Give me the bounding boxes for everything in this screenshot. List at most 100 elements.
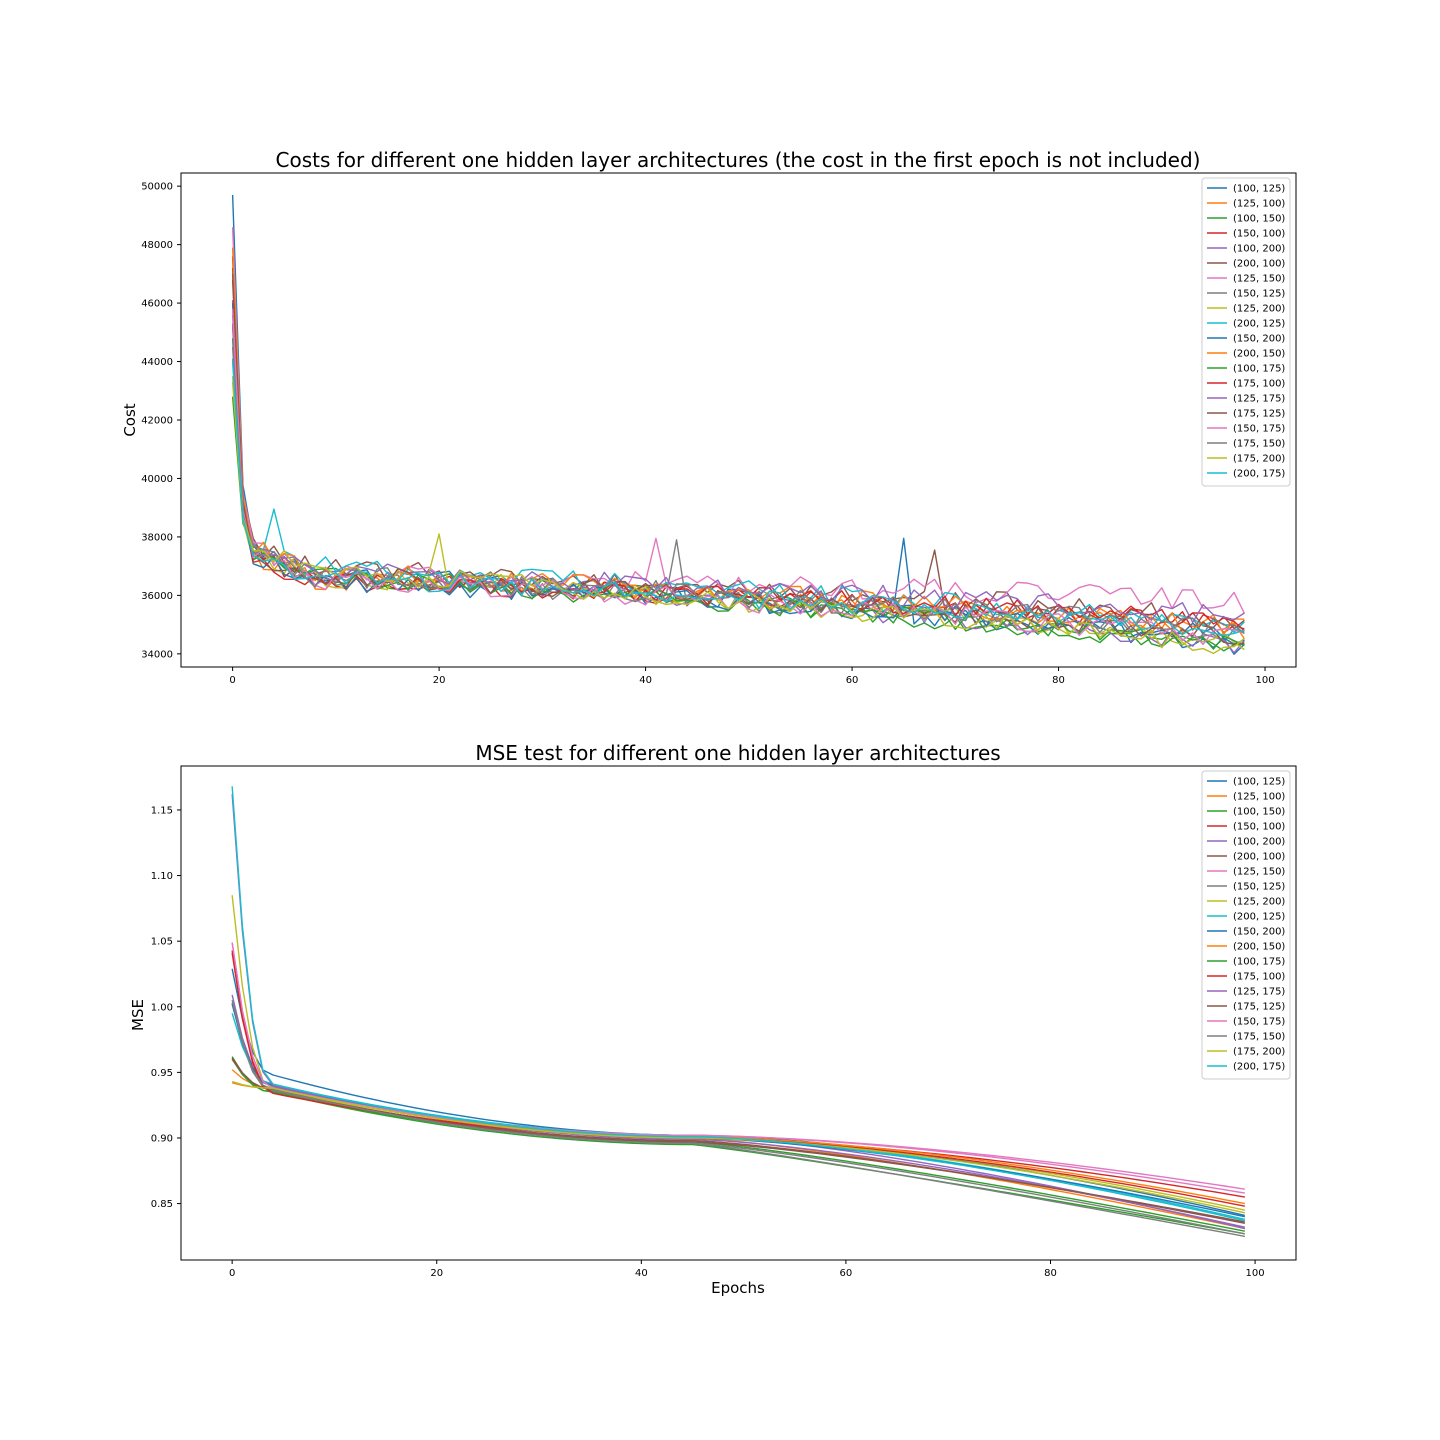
legend-label: (175, 125) — [1233, 409, 1285, 420]
x-tick-label: 100 — [1255, 675, 1274, 686]
legend-label: (125, 200) — [1233, 304, 1285, 315]
legend-label: (175, 150) — [1233, 439, 1285, 450]
legend-label: (150, 125) — [1233, 289, 1285, 300]
legend-item: (100, 200) — [1207, 244, 1285, 255]
legend-label: (100, 125) — [1233, 777, 1285, 788]
cost-chart-title: Costs for different one hidden layer arc… — [276, 148, 1201, 172]
series-line-200-150 — [231, 247, 1245, 635]
cost-chart-legend: (100, 125) (125, 100) (100, 150) (150, 100)… — [1201, 177, 1291, 487]
legend-item: (175, 150) — [1207, 439, 1285, 450]
y-tick-label: 36000 — [141, 591, 173, 602]
y-tick-label: 1.00 — [151, 1002, 173, 1013]
legend-item: (200, 175) — [1207, 1062, 1285, 1073]
legend-item: (100, 175) — [1207, 364, 1285, 375]
legend-item: (100, 125) — [1207, 777, 1285, 788]
legend-item: (100, 200) — [1207, 837, 1285, 848]
legend-label: (200, 100) — [1233, 852, 1285, 863]
series-lines — [231, 786, 1246, 1238]
legend-label: (200, 150) — [1233, 349, 1285, 360]
y-tick-label: 1.15 — [151, 805, 173, 816]
x-tick-label: 80 — [1044, 1268, 1057, 1279]
series-line-200-175 — [231, 786, 1246, 1222]
legend-label: (125, 150) — [1233, 867, 1285, 878]
legend-item: (150, 200) — [1207, 334, 1285, 345]
mse-chart-plot-area — [180, 765, 1297, 1261]
y-tick-label: 0.85 — [151, 1199, 173, 1210]
cost-chart-ylabel: Cost — [121, 403, 139, 436]
legend-label: (175, 200) — [1233, 1047, 1285, 1058]
x-tick-label: 100 — [1246, 1268, 1265, 1279]
legend-label: (150, 200) — [1233, 334, 1285, 345]
legend-label: (175, 125) — [1233, 1002, 1285, 1013]
legend-label: (150, 175) — [1233, 424, 1285, 435]
y-tick-label: 1.05 — [151, 937, 173, 948]
mse-chart-ylabel: MSE — [129, 999, 147, 1031]
legend-label: (200, 175) — [1233, 1062, 1285, 1073]
legend-item: (175, 200) — [1207, 454, 1285, 465]
y-tick-label: 0.90 — [151, 1133, 173, 1144]
legend-label: (125, 175) — [1233, 987, 1285, 998]
x-tick-label: 0 — [229, 1268, 235, 1279]
legend-item: (200, 175) — [1207, 469, 1285, 480]
legend-item: (175, 100) — [1207, 972, 1285, 983]
legend-item: (200, 125) — [1207, 319, 1285, 330]
x-tick-label: 40 — [635, 1268, 648, 1279]
series-line-100-150 — [231, 1058, 1245, 1235]
legend-item: (150, 100) — [1207, 822, 1285, 833]
legend-box — [1201, 177, 1291, 487]
mse-chart-x-ticks: 0 20 40 60 80 100 — [229, 1260, 1265, 1279]
series-line-150-175 — [231, 942, 1245, 1194]
mse-chart-xlabel: Epochs — [711, 1279, 765, 1297]
mse-chart-y-ticks: 0.85 0.90 0.95 1.00 1.05 1.10 1.15 — [151, 805, 181, 1210]
legend-item: (125, 100) — [1207, 199, 1285, 210]
legend-label: (100, 175) — [1233, 957, 1285, 968]
legend-label: (150, 100) — [1233, 229, 1285, 240]
legend-item: (150, 125) — [1207, 882, 1285, 893]
legend-label: (100, 175) — [1233, 364, 1285, 375]
legend-label: (125, 175) — [1233, 394, 1285, 405]
legend-item: (100, 150) — [1207, 807, 1285, 818]
legend-label: (200, 125) — [1233, 912, 1285, 923]
legend-item: (200, 100) — [1207, 852, 1285, 863]
legend-item: (125, 175) — [1207, 987, 1285, 998]
legend-label: (150, 200) — [1233, 927, 1285, 938]
legend-label: (150, 175) — [1233, 1017, 1285, 1028]
legend-item: (100, 150) — [1207, 214, 1285, 225]
legend-label: (125, 150) — [1233, 274, 1285, 285]
y-tick-label: 38000 — [141, 532, 173, 543]
y-tick-label: 44000 — [141, 357, 173, 368]
legend-item: (150, 200) — [1207, 927, 1285, 938]
legend-label: (175, 100) — [1233, 972, 1285, 983]
legend-label: (175, 100) — [1233, 379, 1285, 390]
legend-label: (175, 150) — [1233, 1032, 1285, 1043]
legend-item: (150, 100) — [1207, 229, 1285, 240]
cost-chart-y-ticks: 34000 36000 38000 40000 42000 44000 46000 48000… — [141, 182, 181, 660]
legend-label: (100, 150) — [1233, 214, 1285, 225]
legend-label: (100, 150) — [1233, 807, 1285, 818]
y-tick-label: 50000 — [141, 182, 173, 193]
x-tick-label: 60 — [840, 1268, 853, 1279]
series-line-150-175 — [231, 308, 1245, 646]
legend-item: (125, 200) — [1207, 897, 1285, 908]
legend-item: (125, 150) — [1207, 867, 1285, 878]
series-lines — [231, 194, 1246, 655]
legend-box — [1201, 770, 1291, 1080]
legend-label: (150, 100) — [1233, 822, 1285, 833]
legend-item: (200, 125) — [1207, 912, 1285, 923]
legend-item: (175, 200) — [1207, 1047, 1285, 1058]
legend-item: (125, 150) — [1207, 274, 1285, 285]
x-tick-label: 0 — [229, 675, 235, 686]
legend-label: (100, 200) — [1233, 244, 1285, 255]
legend-item: (175, 125) — [1207, 409, 1285, 420]
mse-chart: MSE test for different one hidden layer … — [129, 741, 1297, 1297]
legend-item: (150, 125) — [1207, 289, 1285, 300]
legend-label: (200, 100) — [1233, 259, 1285, 270]
x-tick-label: 40 — [639, 675, 652, 686]
y-tick-label: 34000 — [141, 649, 173, 660]
legend-label: (125, 100) — [1233, 792, 1285, 803]
series-line-200-125 — [231, 358, 1245, 633]
y-tick-label: 48000 — [141, 240, 173, 251]
legend-label: (200, 175) — [1233, 469, 1285, 480]
legend-label: (200, 150) — [1233, 942, 1285, 953]
